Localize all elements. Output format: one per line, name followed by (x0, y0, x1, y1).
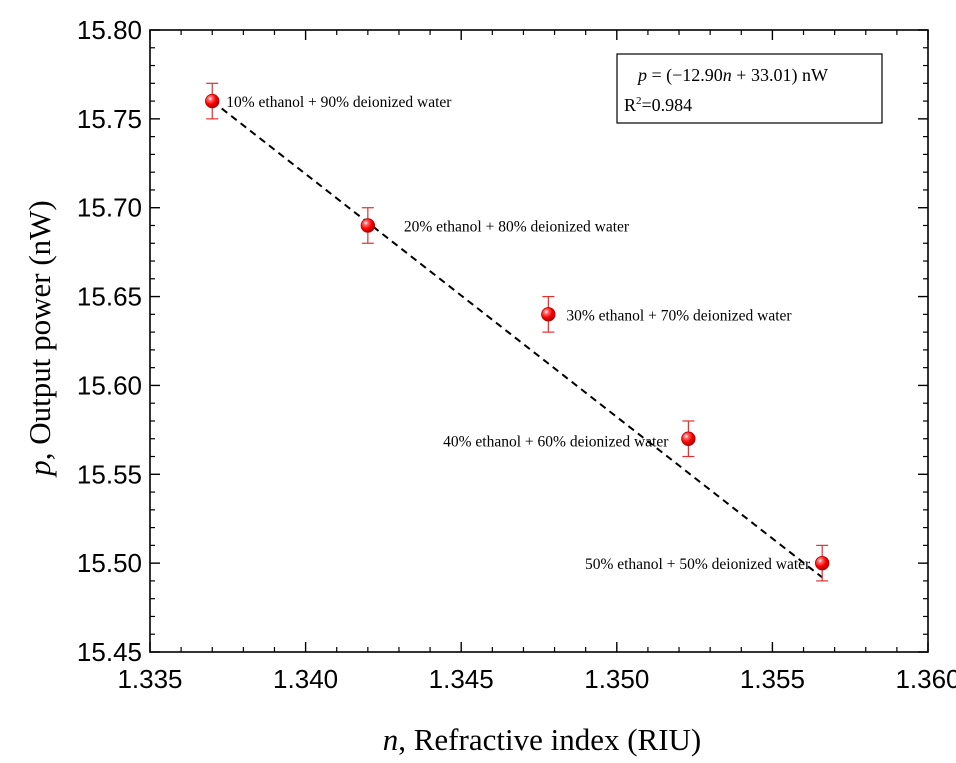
y-tick-label: 15.50 (77, 548, 142, 578)
x-tick-label: 1.345 (429, 664, 494, 694)
r-squared: R2=0.984 (624, 95, 692, 115)
y-tick-label: 15.80 (77, 15, 142, 45)
y-tick-label: 15.65 (77, 282, 142, 312)
x-axis-title: n, Refractive index (RIU) (383, 722, 702, 757)
x-tick-label: 1.360 (895, 664, 956, 694)
axis-ticks: 1.335 1.340 1.345 1.350 1.355 1.360 15.45 15.50… (77, 15, 956, 694)
data-point (360, 207, 376, 244)
point-label: 10% ethanol + 90% deionized water (226, 94, 452, 111)
y-axis-title: p, Output power (nW) (22, 200, 57, 478)
plot-area (149, 29, 929, 653)
equation-box-frame (616, 53, 883, 124)
equation-box: p = (−12.90n + 33.01) nW R2=0.984 (616, 53, 883, 124)
fit-equation: p = (−12.90n + 33.01) nW (636, 65, 828, 86)
point-marker (360, 218, 376, 233)
x-tick-label: 1.340 (273, 664, 338, 694)
y-tick-label: 15.55 (77, 459, 142, 489)
y-tick-label: 15.75 (77, 104, 142, 134)
y-tick-label: 15.45 (77, 637, 142, 667)
x-tick-label: 1.355 (740, 664, 805, 694)
point-label: 50% ethanol + 50% deionized water (585, 556, 811, 573)
point-marker (814, 555, 830, 571)
x-tick-label: 1.335 (117, 664, 182, 694)
data-point (541, 295, 556, 333)
plot-frame (149, 29, 929, 653)
data-point (205, 82, 220, 120)
point-marker (541, 307, 556, 322)
point-marker (205, 93, 220, 109)
point-marker (681, 431, 696, 446)
point-label: 40% ethanol + 60% deionized water (443, 434, 669, 451)
y-tick-label: 15.70 (77, 193, 142, 223)
data-point (681, 420, 696, 458)
point-label: 30% ethanol + 70% deionized water (566, 307, 792, 324)
point-label: 20% ethanol + 80% deionized water (404, 218, 630, 235)
point-labels: 10% ethanol + 90% deionized water 20% eth… (226, 94, 811, 573)
fit-layer (211, 100, 823, 579)
x-tick-label: 1.350 (584, 664, 649, 694)
data-point (814, 544, 830, 582)
fit-line (211, 100, 823, 579)
points-layer (205, 82, 830, 582)
y-tick-label: 15.60 (77, 370, 142, 400)
